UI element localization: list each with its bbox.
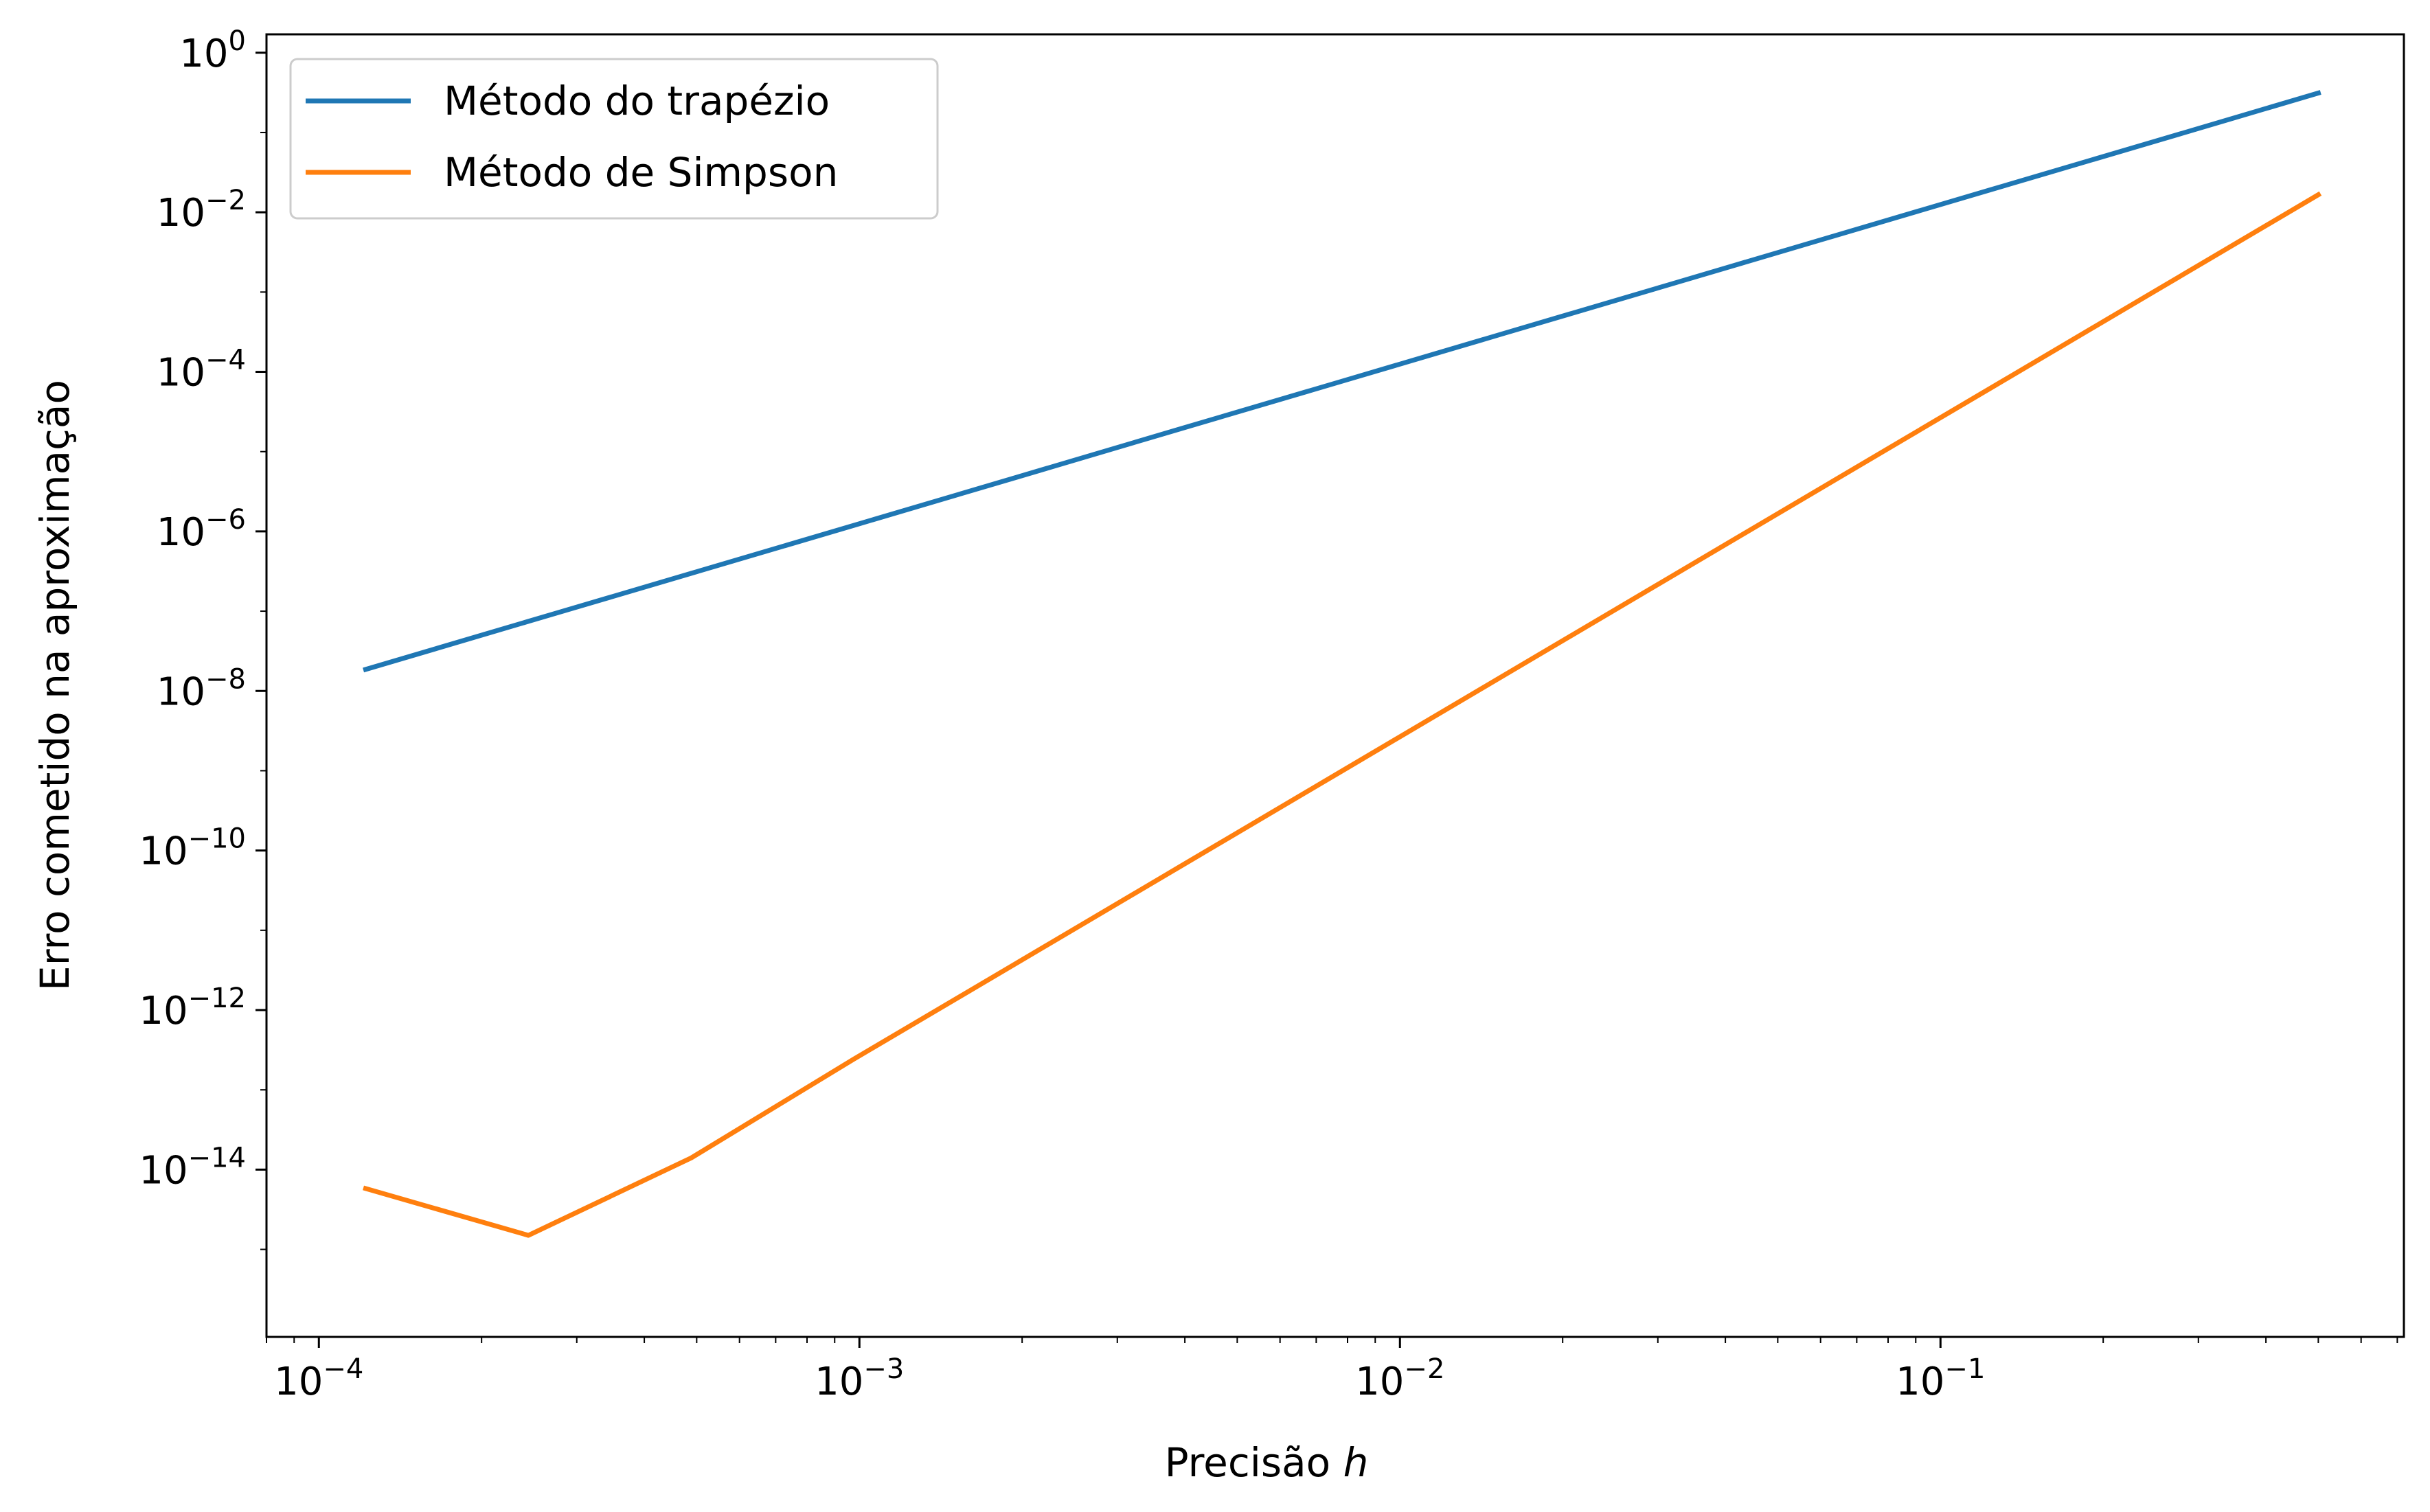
legend-label-trapezio: Método do trapézio [444,78,830,124]
y-tick-label: 100 [179,25,246,76]
y-tick-label: 10−10 [139,823,246,874]
y-tick-label-exp: −4 [205,345,246,376]
x-tick-label: 10−2 [1355,1353,1444,1404]
y-tick-label: 10−12 [139,983,246,1033]
x-tick-label-exp: −4 [323,1353,363,1385]
legend-box [289,58,939,220]
x-axis-label-var: h [1343,1439,1369,1486]
x-tick-label-exp: −1 [1944,1353,1985,1385]
legend-label-simpson: Método de Simpson [444,149,838,196]
y-tick-label-exp: −2 [205,185,246,216]
plot-frame [265,33,2405,1338]
y-tick-label: 10−2 [157,185,246,236]
y-tick-label-base: 10 [139,989,188,1033]
x-tick-label: 10−3 [815,1353,904,1404]
y-tick-label-base: 10 [139,829,188,874]
x-tick-label-base: 10 [815,1360,863,1404]
y-axis-label: Erro cometido na aproximação [32,380,78,991]
legend: Método do trapézio Método de Simpson [289,58,939,220]
x-tick-label: 10−4 [274,1353,363,1404]
x-tick-label-base: 10 [1896,1360,1944,1404]
y-tick-label-base: 10 [157,191,205,236]
y-tick-label-base: 10 [157,669,205,714]
y-tick-label-exp: −6 [205,504,246,536]
y-tick-label: 10−8 [157,663,246,714]
y-tick-label-exp: −12 [188,983,246,1014]
x-axis: 10−4 10−3 10−2 10−1 [266,1337,2398,1404]
y-tick-label-exp: −8 [205,663,246,695]
x-tick-label-base: 10 [274,1360,323,1404]
x-tick-label-exp: −2 [1404,1353,1444,1385]
x-tick-label: 10−1 [1896,1353,1985,1404]
series-line-0 [363,90,2321,673]
y-tick-label: 10−14 [139,1142,246,1193]
x-tick-label-base: 10 [1355,1360,1404,1404]
series-layer [363,90,2322,1238]
y-tick-label-exp: 0 [229,25,246,57]
y-tick-label-base: 10 [179,32,228,76]
y-tick-label: 10−6 [157,504,246,555]
y-tick-label-exp: −10 [188,823,246,855]
y-tick-label-base: 10 [157,510,205,555]
y-tick-label-base: 10 [139,1148,188,1193]
x-axis-label: Precisão h [1165,1439,1369,1486]
y-tick-label-exp: −14 [188,1142,246,1173]
series-line-1 [363,191,2322,1238]
x-tick-label-exp: −3 [863,1353,904,1385]
y-tick-label: 10−4 [157,345,246,396]
y-tick-label-base: 10 [157,351,205,396]
x-axis-label-text: Precisão [1165,1439,1330,1486]
